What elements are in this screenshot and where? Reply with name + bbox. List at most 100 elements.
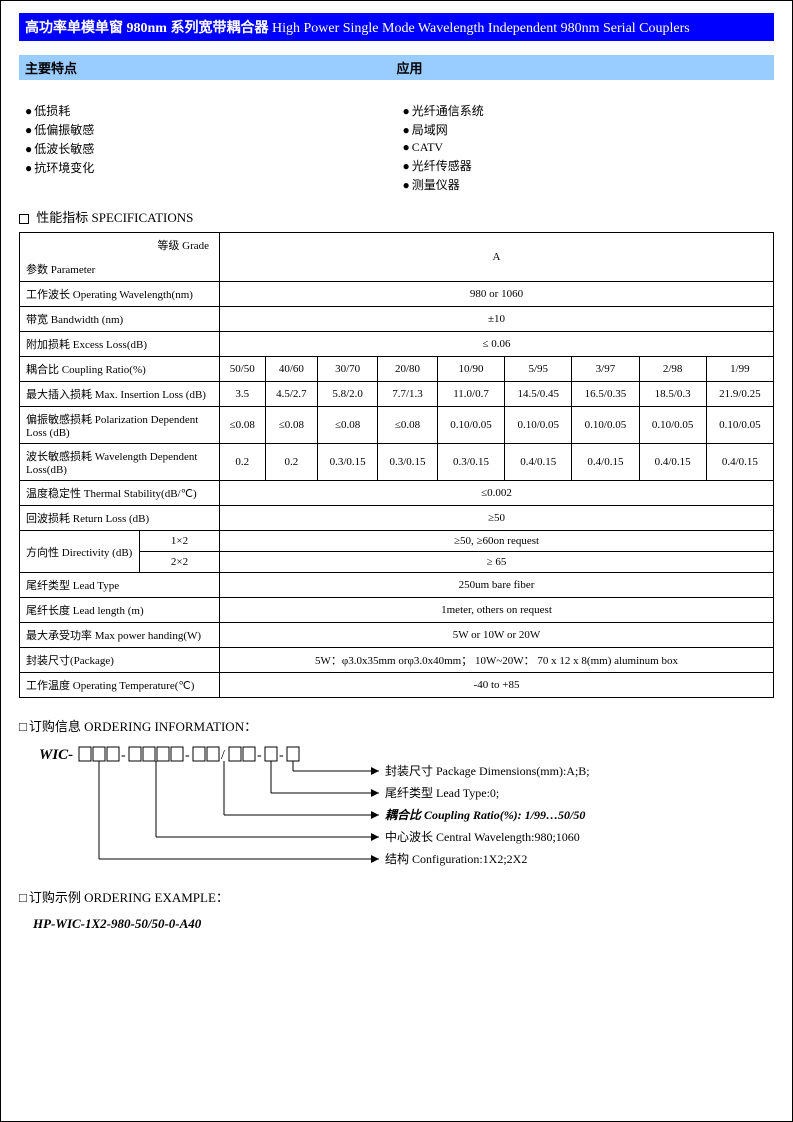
ins-cell: 11.0/0.7: [437, 382, 504, 407]
thermal-value: ≤0.002: [220, 481, 774, 506]
features-heading: 主要特点: [25, 58, 397, 77]
svg-text:-: -: [185, 748, 190, 763]
feature-item: 低损耗: [25, 102, 391, 119]
ratio-cell: 5/95: [505, 357, 572, 382]
ratio-cell: 10/90: [437, 357, 504, 382]
dir-2x2-value: ≥ 65: [220, 552, 774, 573]
ratio-cell: 50/50: [220, 357, 266, 382]
lead-type-value: 250um bare fiber: [220, 573, 774, 598]
app-item: 光纤通信系统: [403, 102, 769, 119]
svg-text:/: /: [221, 748, 225, 763]
wic-prefix: WIC-: [39, 747, 73, 763]
pdl-cell: 0.10/0.05: [706, 407, 773, 444]
wdl-cell: 0.2: [265, 444, 318, 481]
temp-label: 工作温度 Operating Temperature(℃): [20, 673, 220, 698]
pdl-cell: ≤0.08: [378, 407, 438, 444]
wdl-label: 波长敏感损耗 Wavelength Dependent Loss(dB): [20, 444, 220, 481]
pdl-cell: 0.10/0.05: [572, 407, 639, 444]
grade-label: 等级 Grade: [26, 237, 215, 253]
features-list: 低损耗 低偏振敏感 低波长敏感 抗环境变化: [19, 94, 397, 197]
ratio-cell: 1/99: [706, 357, 773, 382]
applications-list: 光纤通信系统 局域网 CATV 光纤传感器 测量仪器: [397, 94, 775, 197]
app-item: CATV: [403, 140, 769, 155]
pdl-cell: ≤0.08: [265, 407, 318, 444]
ord-line-5: 结构 Configuration:1X2;2X2: [385, 851, 527, 866]
row-label: 附加损耗 Excess Loss(dB): [20, 332, 220, 357]
return-value: ≥50: [220, 506, 774, 531]
ins-cell: 18.5/0.3: [639, 382, 706, 407]
ord-line-2: 尾纤类型 Lead Type:0;: [385, 786, 499, 800]
example-title: 订购示例 ORDERING EXAMPLE：: [19, 887, 774, 906]
lead-len-value: 1meter, others on request: [220, 598, 774, 623]
ins-cell: 14.5/0.45: [505, 382, 572, 407]
feature-item: 抗环境变化: [25, 159, 391, 176]
ins-cell: 5.8/2.0: [318, 382, 378, 407]
wdl-cell: 0.2: [220, 444, 266, 481]
ordering-boxes: - - / - -: [79, 747, 299, 763]
app-item: 光纤传感器: [403, 157, 769, 174]
example-title-text: 订购示例 ORDERING EXAMPLE：: [29, 890, 229, 905]
spec-title: 性能指标 SPECIFICATIONS: [19, 207, 774, 226]
svg-text:-: -: [121, 748, 126, 763]
connector-lines: [99, 761, 379, 859]
row-label: 带宽 Bandwidth (nm): [20, 307, 220, 332]
ins-cell: 4.5/2.7: [265, 382, 318, 407]
ordering-title: 订购信息 ORDERING INFORMATION：: [19, 716, 774, 735]
wdl-cell: 0.4/0.15: [639, 444, 706, 481]
row-value: ±10: [220, 307, 774, 332]
dir-1x2-label: 1×2: [140, 531, 220, 552]
ratio-cell: 30/70: [318, 357, 378, 382]
ratio-cell: 20/80: [378, 357, 438, 382]
applications-heading: 应用: [397, 58, 769, 77]
ordering-diagram: WIC- - - / - -: [39, 743, 739, 873]
app-item: 测量仪器: [403, 176, 769, 193]
wdl-cell: 0.4/0.15: [505, 444, 572, 481]
ord-line-1: 封装尺寸 Package Dimensions(mm):A;B;: [385, 764, 590, 778]
ins-cell: 16.5/0.35: [572, 382, 639, 407]
wdl-cell: 0.3/0.15: [437, 444, 504, 481]
ratio-cell: 3/97: [572, 357, 639, 382]
ratio-label: 耦合比 Coupling Ratio(%): [20, 357, 220, 382]
ord-line-3: 耦合比 Coupling Ratio(%): 1/99…50/50: [385, 808, 585, 822]
wdl-cell: 0.4/0.15: [706, 444, 773, 481]
ordering-title-text: 订购信息 ORDERING INFORMATION：: [29, 719, 257, 734]
row-label: 工作波长 Operating Wavelength(nm): [20, 282, 220, 307]
thermal-label: 温度稳定性 Thermal Stability(dB/℃): [20, 481, 220, 506]
lead-len-label: 尾纤长度 Lead length (m): [20, 598, 220, 623]
dir-2x2-label: 2×2: [140, 552, 220, 573]
ins-cell: 3.5: [220, 382, 266, 407]
pdl-cell: 0.10/0.05: [505, 407, 572, 444]
lead-type-label: 尾纤类型 Lead Type: [20, 573, 220, 598]
ord-line-4: 中心波长 Central Wavelength:980;1060: [385, 829, 580, 844]
checkbox-icon: [19, 214, 29, 224]
features-header: 主要特点 应用: [19, 55, 774, 80]
dir-label: 方向性 Directivity (dB): [20, 531, 140, 573]
svg-text:-: -: [257, 748, 262, 763]
package-label: 封装尺寸(Package): [20, 648, 220, 673]
ins-cell: 7.7/1.3: [378, 382, 438, 407]
wdl-cell: 0.3/0.15: [318, 444, 378, 481]
pdl-label: 偏振敏感损耗 Polarization Dependent Loss (dB): [20, 407, 220, 444]
features-row: 低损耗 低偏振敏感 低波长敏感 抗环境变化 光纤通信系统 局域网 CATV 光纤…: [19, 94, 774, 197]
square-icon: [19, 890, 29, 905]
title-cn: 高功率单模单窗 980nm 系列宽带耦合器: [25, 21, 268, 36]
temp-value: -40 to +85: [220, 673, 774, 698]
grade-value: A: [220, 233, 774, 282]
wdl-cell: 0.3/0.15: [378, 444, 438, 481]
dir-1x2-value: ≥50, ≥60on request: [220, 531, 774, 552]
spec-title-text: 性能指标 SPECIFICATIONS: [36, 210, 193, 225]
title-en: High Power Single Mode Wavelength Indepe…: [272, 21, 690, 36]
pdl-cell: ≤0.08: [318, 407, 378, 444]
ratio-cell: 2/98: [639, 357, 706, 382]
package-value: 5W：φ3.0x35mm orφ3.0x40mm； 10W~20W： 70 x …: [220, 648, 774, 673]
app-item: 局域网: [403, 121, 769, 138]
square-icon: [19, 719, 29, 734]
ordering-example: HP-WIC-1X2-980-50/50-0-A40: [33, 916, 774, 932]
svg-text:-: -: [279, 748, 284, 763]
ordering-box: 订购信息 ORDERING INFORMATION： WIC- - - / -: [19, 716, 774, 932]
param-label: 参数 Parameter: [26, 261, 215, 277]
ins-label: 最大插入损耗 Max. Insertion Loss (dB): [20, 382, 220, 407]
title-bar: 高功率单模单窗 980nm 系列宽带耦合器 High Power Single …: [19, 13, 774, 41]
row-value: 980 or 1060: [220, 282, 774, 307]
feature-item: 低偏振敏感: [25, 121, 391, 138]
